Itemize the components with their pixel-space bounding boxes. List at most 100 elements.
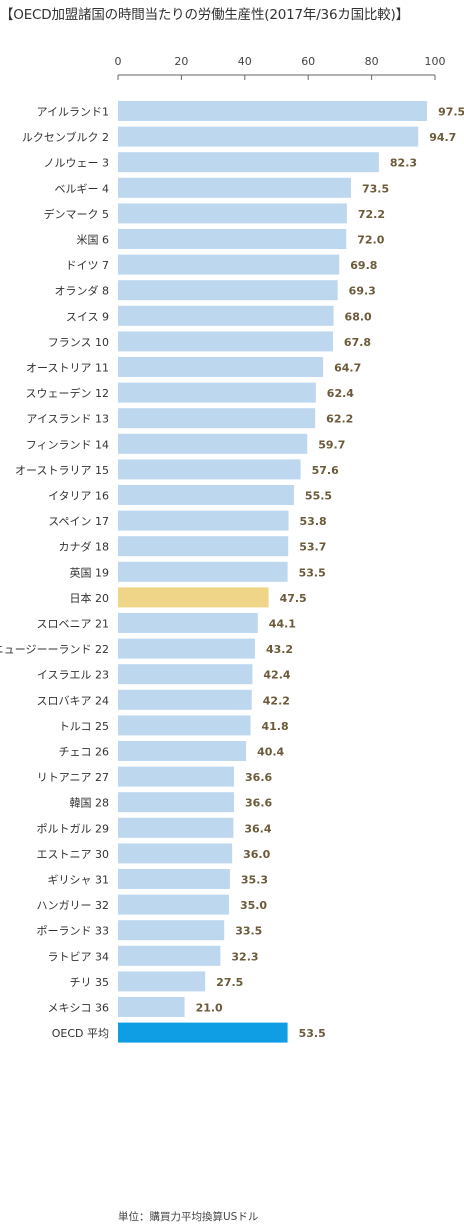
bar <box>118 843 233 864</box>
bar <box>118 254 340 275</box>
value-label: 72.2 <box>358 208 385 221</box>
category-label: ハンガリー 32 <box>37 899 110 912</box>
bar <box>118 357 324 377</box>
x-axis-tick-label: 60 <box>301 55 315 68</box>
value-label: 36.0 <box>243 848 270 861</box>
category-label: オーストラリア 15 <box>15 464 109 477</box>
bar <box>118 766 235 787</box>
category-label: リトアニア 27 <box>37 771 109 784</box>
category-label: OECD 平均 <box>52 1027 109 1040</box>
category-label: メキシコ 36 <box>48 1002 110 1015</box>
value-label: 33.5 <box>235 925 262 938</box>
category-label: スロベニア 21 <box>37 618 110 631</box>
bar <box>118 485 294 505</box>
x-axis-tick-label: 0 <box>115 55 122 68</box>
category-label: ドイツ 7 <box>66 259 110 272</box>
value-label: 64.7 <box>334 362 361 375</box>
value-label: 41.8 <box>262 720 289 733</box>
category-label: エストニア 30 <box>37 848 110 861</box>
bar <box>118 177 351 198</box>
bar <box>118 152 379 173</box>
value-label: 69.8 <box>350 259 377 272</box>
value-label: 97.5 <box>438 106 464 119</box>
value-label: 94.7 <box>429 131 456 144</box>
bar <box>118 638 255 659</box>
category-label: フィンランド 14 <box>26 438 109 451</box>
bar <box>118 459 301 480</box>
value-label: 72.0 <box>357 234 384 247</box>
value-label: 69.3 <box>349 285 376 298</box>
category-label: ベルギー 4 <box>55 182 110 195</box>
value-label: 53.7 <box>299 541 326 554</box>
bar <box>118 945 221 966</box>
bar <box>118 561 288 582</box>
category-label: アイルランド1 <box>37 106 109 119</box>
bar <box>118 433 308 454</box>
category-label: ニュージーーランド 22 <box>0 643 109 656</box>
category-label: ノルウェー 3 <box>44 157 110 170</box>
bar <box>118 817 234 838</box>
value-label: 42.4 <box>263 669 290 682</box>
category-label: スイス 9 <box>66 310 109 323</box>
category-label: チリ 35 <box>70 976 110 989</box>
value-label: 35.0 <box>240 899 267 912</box>
value-label: 21.0 <box>196 1002 223 1015</box>
bar <box>118 971 206 992</box>
value-label: 53.5 <box>299 1027 326 1040</box>
value-label: 36.4 <box>244 822 271 835</box>
bar <box>118 613 258 633</box>
category-label: ギリシャ 31 <box>48 874 110 887</box>
bar <box>118 689 252 710</box>
category-label: 英国 19 <box>70 565 110 579</box>
value-label: 42.2 <box>263 694 290 707</box>
category-label: スウェーデン 12 <box>26 386 110 400</box>
value-label: 40.4 <box>257 746 284 759</box>
value-label: 62.2 <box>326 413 353 426</box>
bar <box>118 587 269 608</box>
chart-title: 【OECD加盟諸国の時間当たりの労働生産性(2017年/36カ国比較)】 <box>0 7 409 23</box>
bar <box>118 920 225 941</box>
category-label: スペイン 17 <box>48 515 109 528</box>
category-label: 韓国 28 <box>70 797 110 810</box>
x-axis-tick-label: 20 <box>174 55 188 68</box>
bar <box>118 408 316 429</box>
value-label: 36.6 <box>245 771 272 784</box>
value-label: 32.3 <box>231 950 258 963</box>
bar <box>118 510 289 531</box>
value-label: 53.8 <box>300 515 327 528</box>
bar <box>118 792 235 813</box>
unit-note: 単位：購買力平均換算USドル <box>118 1211 259 1223</box>
category-label: オランダ 8 <box>55 284 110 298</box>
category-label: スロバキア 24 <box>37 694 110 707</box>
bar <box>118 869 230 889</box>
category-label: チェコ 26 <box>59 746 110 759</box>
bar <box>118 126 419 147</box>
value-label: 67.8 <box>344 336 371 349</box>
value-label: 55.5 <box>305 490 332 503</box>
value-label: 73.5 <box>362 182 389 195</box>
value-label: 53.5 <box>299 566 326 579</box>
category-label: ラトビア 34 <box>48 950 110 963</box>
category-label: ルクセンブルク 2 <box>22 130 109 144</box>
value-label: 27.5 <box>216 976 243 989</box>
value-label: 47.5 <box>280 592 307 605</box>
bar <box>118 664 253 685</box>
value-label: 68.0 <box>345 310 372 323</box>
category-label: ポーランド 33 <box>37 925 110 938</box>
bar <box>118 741 247 761</box>
category-label: トルコ 25 <box>59 720 109 733</box>
category-label: ポルトガル 29 <box>37 822 110 835</box>
bar <box>118 331 333 352</box>
bar <box>118 536 289 557</box>
value-label: 35.3 <box>241 874 268 887</box>
category-label: イタリア 16 <box>48 490 109 503</box>
category-label: 日本 20 <box>70 591 110 605</box>
bar <box>118 203 347 224</box>
category-label: カナダ 18 <box>59 540 110 554</box>
x-axis-tick-label: 40 <box>238 55 252 68</box>
bar <box>118 894 229 915</box>
value-label: 82.3 <box>390 157 417 170</box>
bar <box>118 1022 288 1043</box>
x-axis-tick-label: 100 <box>425 55 446 68</box>
